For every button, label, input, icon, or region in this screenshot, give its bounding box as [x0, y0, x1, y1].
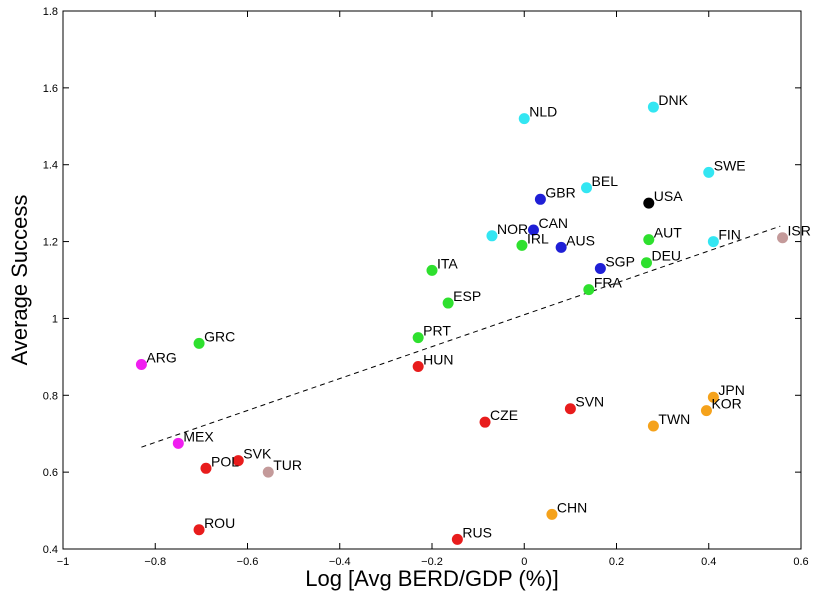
y-tick-label: 1	[52, 313, 58, 325]
plot-frame	[62, 10, 802, 550]
point-label-irl: IRL	[527, 230, 549, 246]
point-label-jpn: JPN	[718, 382, 744, 398]
point-label-twn: TWN	[658, 411, 690, 427]
point-label-fin: FIN	[718, 227, 741, 243]
data-point-svn	[564, 403, 576, 415]
data-point-fin	[707, 236, 719, 248]
data-point-irl	[516, 239, 528, 251]
plot-axes: −1 −0.8 −0.6 −0.4 −0.2 0 0.2 0.4 0.6 0.4 0.6 0.8 1 1.…	[43, 6, 809, 568]
point-label-sgp: SGP	[605, 253, 635, 269]
point-label-mex: MEX	[183, 428, 214, 444]
point-label-nor: NOR	[497, 221, 528, 237]
x-tick-label: −0.2	[421, 556, 443, 568]
data-point-jpn	[707, 391, 719, 403]
data-point-cze	[479, 416, 491, 428]
point-label-rus: RUS	[462, 524, 492, 540]
data-point-bel	[581, 182, 593, 194]
data-point-nor	[486, 230, 498, 242]
x-tick-label: −0.4	[329, 556, 351, 568]
y-tick-label: 1.8	[43, 6, 58, 18]
x-tick-label: −0.8	[144, 556, 166, 568]
data-point-fra	[583, 284, 595, 296]
point-label-aut: AUT	[654, 225, 682, 241]
data-point-hun	[412, 360, 424, 372]
data-point-esp	[442, 297, 454, 309]
point-label-ita: ITA	[437, 255, 458, 271]
point-label-nld: NLD	[529, 104, 557, 120]
data-point-isr	[777, 232, 789, 244]
trendline	[141, 225, 781, 448]
point-label-prt: PRT	[423, 323, 451, 339]
data-point-rus	[451, 533, 463, 545]
x-tick-label: −0.6	[237, 556, 259, 568]
y-tick-label: 0.6	[43, 467, 58, 479]
data-point-swe	[703, 166, 715, 178]
point-label-can: CAN	[538, 215, 568, 231]
y-axis-title: Average Success	[7, 195, 32, 366]
data-point-chn	[546, 508, 558, 520]
data-point-rou	[193, 524, 205, 536]
y-tick-label: 1.4	[43, 160, 58, 172]
x-tick-label: 0	[521, 556, 527, 568]
data-point-ita	[426, 264, 438, 276]
point-label-cze: CZE	[490, 407, 518, 423]
data-point-grc	[193, 337, 205, 349]
point-label-chn: CHN	[557, 499, 587, 515]
data-point-svk	[232, 455, 244, 467]
point-label-esp: ESP	[453, 288, 481, 304]
point-label-kor: KOR	[711, 396, 741, 412]
point-label-pol: POL	[211, 453, 239, 469]
data-point-twn	[647, 420, 659, 432]
x-tick-label: −1	[57, 556, 70, 568]
point-label-aus: AUS	[566, 232, 595, 248]
point-label-swe: SWE	[714, 157, 746, 173]
data-point-prt	[412, 332, 424, 344]
point-label-fra: FRA	[594, 275, 623, 291]
data-point-kor	[700, 405, 712, 417]
x-axis-title: Log [Avg BERD/GDP (%)]	[305, 566, 559, 591]
point-label-bel: BEL	[592, 173, 619, 189]
point-label-deu: DEU	[651, 248, 681, 264]
data-point-tur	[262, 466, 274, 478]
point-label-dnk: DNK	[658, 92, 688, 108]
data-point-aus	[555, 241, 567, 253]
y-tick-label: 0.8	[43, 390, 58, 402]
point-label-gbr: GBR	[545, 184, 575, 200]
data-point-dnk	[647, 101, 659, 113]
x-tick-label: 0.2	[609, 556, 624, 568]
point-label-rou: ROU	[204, 515, 235, 531]
data-point-can	[527, 224, 539, 236]
point-label-svk: SVK	[243, 446, 272, 462]
point-label-grc: GRC	[204, 328, 235, 344]
data-point-mex	[172, 437, 184, 449]
y-tick-label: 0.4	[43, 544, 58, 556]
x-tick-label: 0.4	[701, 556, 716, 568]
data-point-gbr	[534, 193, 546, 205]
data-point-nld	[518, 113, 530, 125]
point-label-tur: TUR	[273, 457, 302, 473]
data-point-pol	[200, 462, 212, 474]
point-label-arg: ARG	[146, 350, 176, 366]
trendline-layer	[141, 225, 781, 448]
data-point-aut	[643, 234, 655, 246]
y-tick-label: 1.2	[43, 237, 58, 249]
y-tick-label: 1.6	[43, 83, 58, 95]
data-point-sgp	[594, 262, 606, 274]
point-label-usa: USA	[654, 188, 683, 204]
point-label-hun: HUN	[423, 351, 453, 367]
x-tick-label: 0.6	[793, 556, 808, 568]
point-label-isr: ISR	[788, 223, 811, 239]
point-label-svn: SVN	[575, 394, 604, 410]
data-point-deu	[640, 257, 652, 269]
data-point-usa	[643, 197, 655, 209]
data-point-arg	[135, 359, 147, 371]
